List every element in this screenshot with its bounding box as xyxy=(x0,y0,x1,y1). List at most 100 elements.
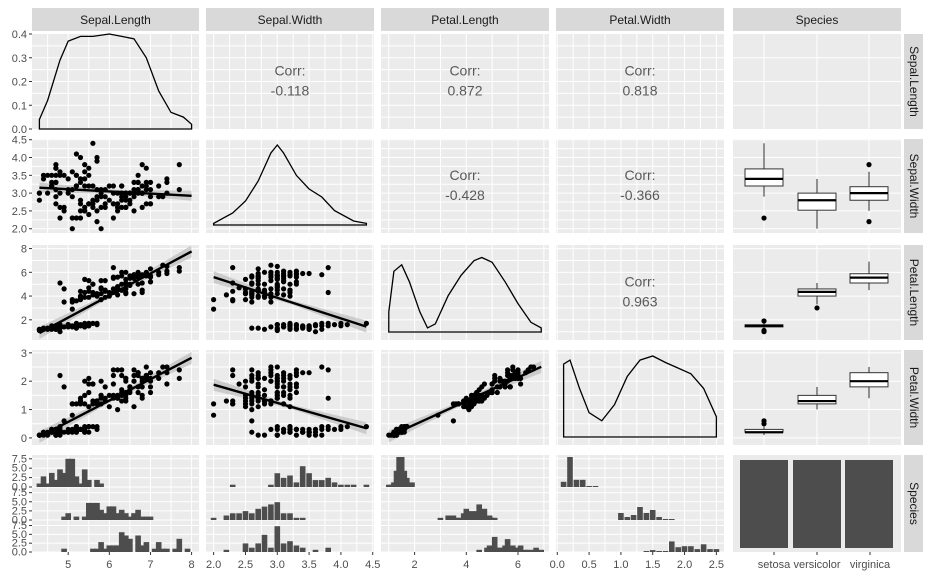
scatter-point xyxy=(293,268,299,274)
histogram-bar xyxy=(592,486,599,487)
scatter-point xyxy=(261,375,268,381)
scatter-point xyxy=(69,426,75,432)
scatter-point xyxy=(331,426,338,432)
regression-line xyxy=(38,356,193,438)
scatter-point xyxy=(287,372,293,379)
scatter-point xyxy=(319,272,325,278)
scatter-point xyxy=(102,288,108,294)
y-tick-label: 0.0 xyxy=(12,515,27,527)
scatter-point xyxy=(287,384,293,390)
scatter-point xyxy=(147,266,154,272)
scatter-point xyxy=(249,274,255,280)
x-tick-label: 3.0 xyxy=(270,559,285,571)
scatter-point xyxy=(82,378,88,384)
scatter-point xyxy=(249,280,255,286)
histogram-bar xyxy=(135,535,141,552)
histogram-bar xyxy=(700,544,707,552)
scatter-point xyxy=(230,372,236,379)
scatter-point xyxy=(115,292,121,298)
scatter-point xyxy=(261,281,268,287)
strip-right xyxy=(904,455,923,552)
histogram-bar xyxy=(675,547,681,552)
scatter-point xyxy=(147,187,154,193)
scatter-point xyxy=(98,194,104,200)
histogram-bar xyxy=(90,502,96,520)
y-tick-label: 2.5 xyxy=(12,472,27,484)
y-tick-label: 0.4 xyxy=(12,29,27,41)
strip-label-top: Species xyxy=(796,13,839,27)
scatter-point xyxy=(164,176,170,182)
scatter-point xyxy=(119,398,125,404)
scatter-point xyxy=(115,407,121,413)
scatter-point xyxy=(49,172,55,178)
scatter-point xyxy=(255,266,261,272)
scatter-point xyxy=(147,370,154,376)
histogram-bar xyxy=(139,516,146,520)
panel-0-2: Corr: 0.872 xyxy=(381,34,549,129)
scatter-point xyxy=(319,323,325,329)
histogram-bar xyxy=(586,486,592,487)
histogram-bar xyxy=(486,515,493,520)
scatter-point xyxy=(176,162,182,168)
scatter-point xyxy=(489,381,495,387)
y-tick-label: 5.0 xyxy=(12,496,27,508)
scatter-point xyxy=(230,265,236,271)
outlier-point xyxy=(814,305,820,311)
histogram-bar xyxy=(688,546,694,552)
scatter-point xyxy=(57,280,63,286)
scatter-point xyxy=(94,208,100,214)
histogram-bar xyxy=(229,484,236,487)
histogram-bar xyxy=(268,547,274,552)
scatter-point xyxy=(98,204,104,210)
histogram-bar xyxy=(517,545,524,552)
y-tick-label: 2.5 xyxy=(12,538,27,550)
y-tick-label: 2.5 xyxy=(12,505,27,517)
y-tick-label: 1 xyxy=(21,405,27,417)
scatter-point xyxy=(110,265,116,271)
histogram-bar xyxy=(210,517,217,520)
scatter-point xyxy=(73,298,79,304)
histogram-bar xyxy=(135,509,141,520)
scatter-point xyxy=(106,197,112,203)
scatter-point xyxy=(69,324,75,330)
y-tick-label: 4 xyxy=(21,291,27,303)
scatter-point xyxy=(306,429,312,435)
scatter-point xyxy=(249,429,255,435)
histogram-bar xyxy=(567,457,573,487)
scatter-point xyxy=(230,297,236,303)
scatter-point xyxy=(82,320,88,326)
scatter-point xyxy=(147,279,154,285)
scatter-point xyxy=(147,201,154,207)
scatter-point xyxy=(319,426,325,432)
scatter-point xyxy=(230,367,236,373)
histogram-bar xyxy=(579,479,586,487)
scatter-point xyxy=(110,201,116,207)
histogram-bar xyxy=(106,545,113,552)
scatter-point xyxy=(261,392,268,398)
scatter-point xyxy=(287,323,293,329)
scatter-point xyxy=(176,268,182,274)
histogram-bar xyxy=(53,479,59,487)
histogram-bar xyxy=(312,480,319,487)
scatter-point xyxy=(281,322,287,328)
panel-2-4 xyxy=(733,245,901,340)
scatter-point xyxy=(106,404,112,410)
scatter-point xyxy=(73,183,79,189)
scatter-point xyxy=(274,389,280,396)
scatter-point xyxy=(110,372,116,379)
panel-3-4 xyxy=(733,350,901,445)
histogram-bar xyxy=(299,466,306,487)
outlier-point xyxy=(866,162,872,168)
histogram-bar xyxy=(61,548,67,552)
scatter-point xyxy=(230,288,236,294)
scatter-point xyxy=(274,263,280,269)
corr-label: Corr: xyxy=(274,63,305,79)
scatter-point xyxy=(82,169,88,175)
histogram-bar xyxy=(172,548,178,552)
y-tick-label: 0.0 xyxy=(12,482,27,494)
scatter-point xyxy=(287,273,293,279)
scatter-point xyxy=(131,275,137,281)
scatter-point xyxy=(131,179,137,185)
scatter-point xyxy=(36,197,43,203)
scatter-point xyxy=(94,197,100,203)
